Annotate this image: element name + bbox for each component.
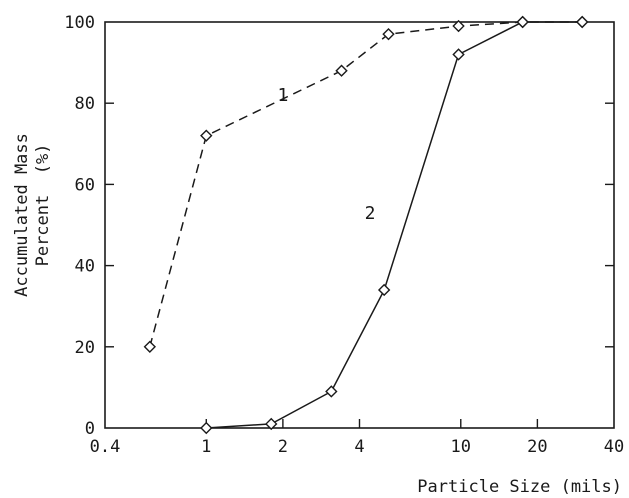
y-tick-label: 100 xyxy=(64,13,95,33)
data-point-2 xyxy=(516,15,529,29)
y-tick-label: 40 xyxy=(75,257,95,277)
data-point-1 xyxy=(200,129,213,142)
data-point-1 xyxy=(143,340,157,353)
data-point-2 xyxy=(576,15,589,29)
data-point-1 xyxy=(452,19,465,33)
tick-labels: 0.4 1 2 4 10 20 40 0 20 40 60 80 100 1 2 xyxy=(64,13,624,457)
x-axis-label: Particle Size (mils) xyxy=(417,477,622,497)
markers-group xyxy=(143,15,589,435)
y-tick-label: 20 xyxy=(75,338,95,358)
y-tick-label: 80 xyxy=(75,94,95,114)
x-tick-label: 10 xyxy=(451,437,471,457)
series-group xyxy=(149,21,583,429)
y-tick-label: 60 xyxy=(75,175,95,195)
x-tick-label: 20 xyxy=(527,437,547,457)
x-tick-label: 40 xyxy=(604,437,624,457)
series-line-1 xyxy=(149,21,583,347)
data-point-2 xyxy=(200,421,213,435)
data-point-2 xyxy=(265,417,278,431)
curve-label-1: 1 xyxy=(277,85,288,106)
data-point-1 xyxy=(335,64,348,77)
x-tick-label: 4 xyxy=(354,437,364,457)
x-tick-label: 1 xyxy=(201,437,211,457)
curve-label-2: 2 xyxy=(365,203,376,224)
y-axis-label-line2: Percent (%) xyxy=(33,144,53,267)
y-axis-label-line1: Accumulated Mass xyxy=(12,133,32,297)
data-point-2 xyxy=(325,385,338,398)
x-tick-label: 0.4 xyxy=(90,437,121,457)
data-point-2 xyxy=(377,283,391,297)
series-line-2 xyxy=(206,21,583,429)
axis-ticks xyxy=(105,102,614,428)
plot-frame xyxy=(104,21,615,429)
data-point-1 xyxy=(382,27,395,41)
x-tick-label: 2 xyxy=(278,437,288,457)
y-tick-label: 0 xyxy=(85,419,95,439)
data-point-2 xyxy=(452,48,465,61)
